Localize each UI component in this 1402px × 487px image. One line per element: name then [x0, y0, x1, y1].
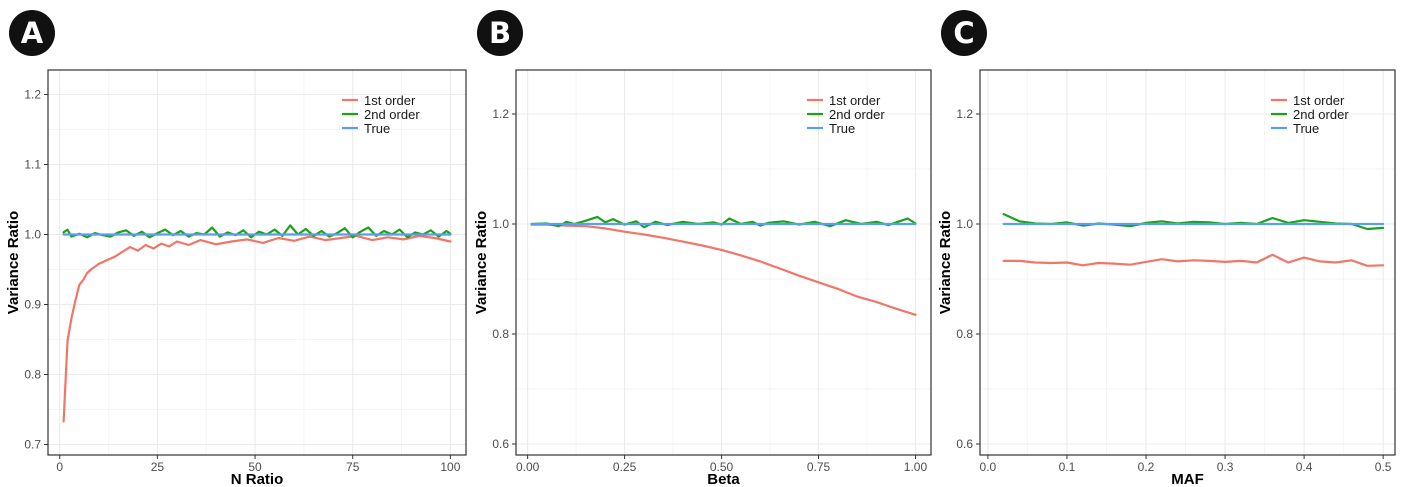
y-tick-label: 1.1	[24, 158, 41, 172]
series-line-first-order	[62, 234, 452, 423]
y-tick-label: 0.8	[956, 327, 973, 341]
legend-label: 1st order	[829, 93, 881, 108]
series-line-second-order	[1002, 213, 1385, 231]
panel-b: B 0.00 0.25 0.50 0.75 1.00 0.6 0.8 1.0 1.2 Beta Var…	[473, 10, 932, 487]
legend-label: 2nd order	[364, 107, 420, 122]
x-tick-label: 0.00	[516, 460, 540, 474]
y-axis-label: Variance Ratio	[473, 211, 490, 314]
panel-a: A 0 25 50 75 100 0.7 0.8 0.9 1.0 1.1 1.2 N Ratio Vari…	[5, 10, 467, 487]
panel-badge: B	[477, 10, 523, 56]
y-tick-label: 1.0	[24, 228, 41, 242]
y-tick-label: 0.8	[24, 368, 41, 382]
panel-badge: A	[9, 10, 55, 56]
y-axis-label: Variance Ratio	[937, 211, 954, 314]
x-tick-label: 100	[440, 460, 460, 474]
panel-c: C 0.0 0.1 0.2 0.3 0.4 0.5 0.6 0.8 1.0 1.2 MAF Varian…	[937, 10, 1396, 487]
x-tick-label: 50	[248, 460, 262, 474]
y-tick-label: 0.6	[956, 437, 973, 451]
plot-background	[516, 70, 931, 455]
panel-letter: C	[953, 16, 974, 50]
y-tick-label: 0.6	[492, 437, 509, 451]
x-tick-label: 25	[151, 460, 165, 474]
minor-grid	[516, 70, 931, 455]
panel-badge: C	[941, 10, 987, 56]
x-tick-label: 0.3	[1217, 460, 1234, 474]
y-tick-label: 1.2	[24, 88, 41, 102]
plot-background	[48, 70, 466, 455]
x-tick-label: 0.0	[980, 460, 997, 474]
legend-label: True	[829, 121, 855, 136]
plot-frame	[979, 69, 1396, 456]
x-tick-label: 0.1	[1059, 460, 1076, 474]
legend-label: 1st order	[1293, 93, 1345, 108]
x-tick-label: 0	[56, 460, 63, 474]
x-tick-label: 75	[346, 460, 360, 474]
legend-label: 1st order	[364, 93, 416, 108]
plot-frame	[515, 69, 932, 456]
y-tick-label: 0.7	[24, 438, 41, 452]
y-tick-label: 1.0	[956, 217, 973, 231]
y-tick-label: 0.9	[24, 298, 41, 312]
x-axis-label: N Ratio	[231, 471, 284, 487]
y-tick-label: 1.2	[492, 107, 509, 121]
x-tick-label: 0.2	[1138, 460, 1155, 474]
y-tick-label: 1.2	[956, 107, 973, 121]
legend-label: True	[1293, 121, 1319, 136]
x-tick-label: 0.5	[1375, 460, 1392, 474]
x-tick-label: 0.75	[807, 460, 831, 474]
legend-label: 2nd order	[1293, 107, 1349, 122]
x-axis-label: MAF	[1171, 471, 1204, 487]
panel-letter: B	[489, 16, 511, 50]
x-tick-label: 0.4	[1296, 460, 1313, 474]
y-axis-label: Variance Ratio	[5, 211, 22, 314]
x-axis-label: Beta	[707, 471, 740, 487]
x-tick-label: 0.25	[613, 460, 637, 474]
series-line-first-order	[530, 223, 917, 316]
panel-badge-circle	[9, 10, 55, 56]
panel-badge-circle	[477, 10, 523, 56]
panel-badge-circle	[941, 10, 987, 56]
legend-label: 2nd order	[829, 107, 885, 122]
y-tick-label: 0.8	[492, 327, 509, 341]
x-tick-label: 0.50	[710, 460, 734, 474]
plot-frame	[47, 69, 467, 456]
series-line-first-order	[1002, 253, 1385, 267]
panel-letter: A	[21, 16, 44, 50]
legend-label: True	[364, 121, 390, 136]
y-tick-label: 1.0	[492, 217, 509, 231]
major-grid	[48, 70, 466, 455]
minor-grid	[48, 70, 466, 455]
x-tick-label: 1.00	[904, 460, 928, 474]
